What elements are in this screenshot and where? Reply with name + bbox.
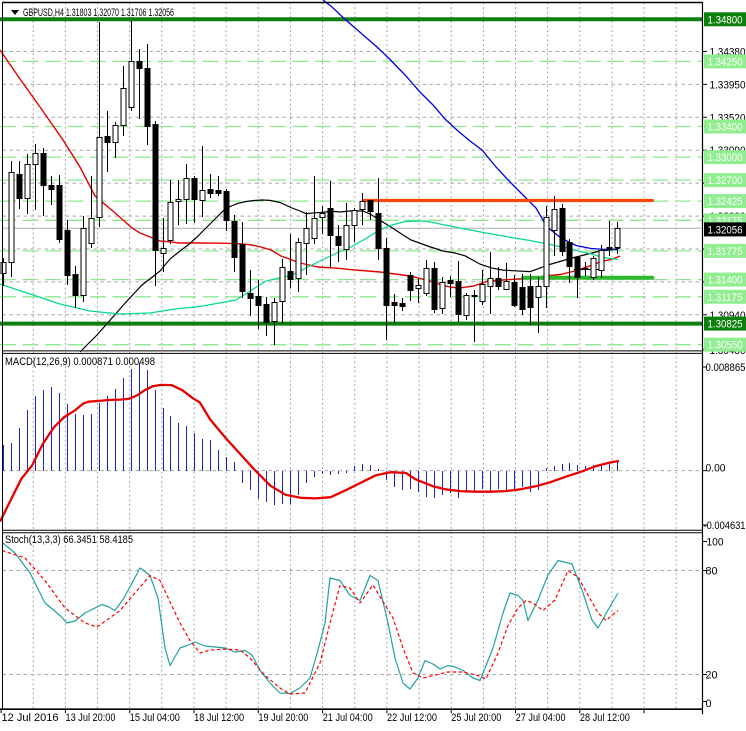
svg-text:1.33000: 1.33000: [708, 152, 743, 164]
svg-text:0.008865: 0.008865: [706, 362, 746, 374]
svg-text:25 Jul 20:00: 25 Jul 20:00: [451, 712, 501, 724]
svg-text:GBPUSD,H4 1.31803 1.32070 1.3: GBPUSD,H4 1.31803 1.32070 1.31706 1.3205…: [23, 7, 174, 19]
svg-text:1.33950: 1.33950: [710, 79, 746, 91]
svg-text:80: 80: [706, 566, 718, 578]
svg-text:19 Jul 20:00: 19 Jul 20:00: [258, 712, 308, 724]
svg-text:22 Jul 12:00: 22 Jul 12:00: [387, 712, 437, 724]
svg-text:1.30550: 1.30550: [708, 340, 743, 352]
svg-text:28 Jul 12:00: 28 Jul 12:00: [580, 712, 630, 724]
svg-text:1.31400: 1.31400: [708, 275, 743, 287]
svg-text:13 Jul 20:00: 13 Jul 20:00: [66, 712, 116, 724]
svg-text:MACD(12,26,9) 0.000871 0.00049: MACD(12,26,9) 0.000871 0.000498: [5, 356, 155, 368]
svg-text:21 Jul 04:00: 21 Jul 04:00: [323, 712, 373, 724]
svg-text:27 Jul 04:00: 27 Jul 04:00: [516, 712, 566, 724]
svg-text:1.32700: 1.32700: [708, 175, 743, 187]
svg-text:1.34800: 1.34800: [708, 14, 743, 26]
svg-text:18 Jul 12:00: 18 Jul 12:00: [194, 712, 244, 724]
svg-text:1.34250: 1.34250: [708, 56, 743, 68]
svg-text:-0.004631: -0.004631: [704, 520, 746, 532]
svg-text:Stoch(13,3,3) 66.3451 58.4185: Stoch(13,3,3) 66.3451 58.4185: [5, 534, 133, 546]
svg-text:100: 100: [707, 537, 724, 549]
svg-text:20: 20: [706, 670, 718, 682]
svg-text:0: 0: [706, 698, 712, 710]
svg-text:1.33400: 1.33400: [708, 122, 743, 134]
svg-text:15 Jul 04:00: 15 Jul 04:00: [130, 712, 180, 724]
svg-text:1.32056: 1.32056: [708, 224, 743, 236]
svg-text:1.31775: 1.31775: [708, 246, 743, 258]
svg-text:1.32425: 1.32425: [708, 196, 743, 208]
svg-text:1.30825: 1.30825: [708, 319, 743, 331]
svg-text:0.00: 0.00: [706, 463, 726, 475]
svg-text:1.31175: 1.31175: [708, 292, 743, 304]
svg-text:12 Jul 2016: 12 Jul 2016: [2, 712, 59, 724]
